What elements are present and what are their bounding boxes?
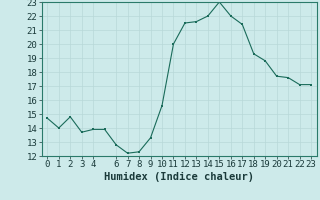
X-axis label: Humidex (Indice chaleur): Humidex (Indice chaleur) <box>104 172 254 182</box>
